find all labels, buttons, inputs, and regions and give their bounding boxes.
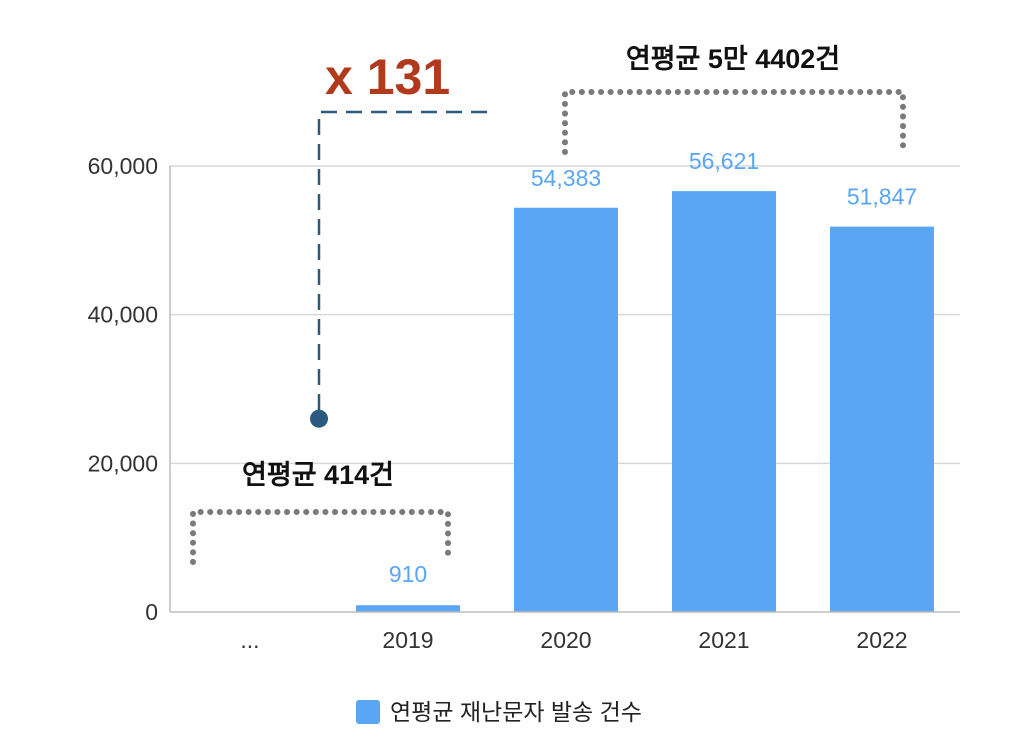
data-label-2019: 910 bbox=[389, 561, 427, 587]
bracket-before-2020 bbox=[190, 509, 451, 565]
data-labels: 910 54,383 56,621 51,847 bbox=[389, 148, 917, 587]
y-tick-label: 0 bbox=[145, 599, 158, 625]
x-tick-label: 2021 bbox=[698, 627, 749, 653]
x-tick-labels: ... 2019 2020 2021 2022 bbox=[240, 627, 907, 653]
legend-swatch bbox=[356, 700, 380, 724]
bar-2019 bbox=[356, 605, 460, 612]
bar-2022 bbox=[830, 226, 934, 612]
y-tick-label: 60,000 bbox=[88, 153, 158, 179]
y-tick-label: 40,000 bbox=[88, 302, 158, 328]
x-tick-label: 2019 bbox=[382, 627, 433, 653]
annotation-average-after: 연평균 5만 4402건 bbox=[626, 44, 840, 74]
data-label-2020: 54,383 bbox=[531, 165, 601, 191]
data-label-2022: 51,847 bbox=[847, 184, 917, 210]
multiplier-label: x 131 bbox=[325, 49, 450, 105]
data-label-2021: 56,621 bbox=[689, 148, 759, 174]
annotation-average-before: 연평균 414건 bbox=[242, 460, 394, 490]
multiplier-marker-dot bbox=[310, 409, 328, 428]
bar-2020 bbox=[514, 207, 618, 612]
bars bbox=[356, 191, 934, 612]
y-tick-labels: 0 20,000 40,000 60,000 bbox=[88, 153, 158, 625]
legend-label: 연평균 재난문자 발송 건수 bbox=[390, 699, 642, 725]
x-tick-label: 2022 bbox=[856, 627, 907, 653]
bar-2021 bbox=[672, 191, 776, 612]
axes bbox=[169, 166, 960, 613]
x-tick-label: ... bbox=[240, 627, 259, 653]
multiplier-connector-line bbox=[317, 110, 488, 410]
x-tick-label: 2020 bbox=[540, 627, 591, 653]
bracket-after-2020 bbox=[562, 89, 906, 155]
y-tick-label: 20,000 bbox=[88, 450, 158, 476]
